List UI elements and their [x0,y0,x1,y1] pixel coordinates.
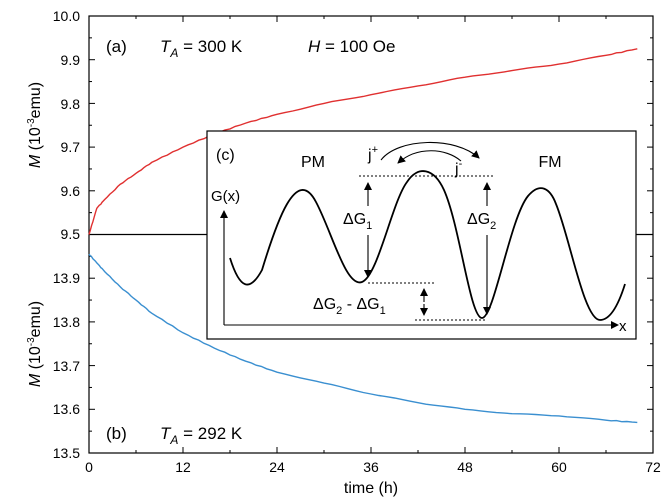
ytick-label: 9.6 [61,183,81,199]
inset-energy-diagram: (c) PM FM G(x) x ΔG1 ΔG2 ΔG2 - ΔG1 j+ j- [206,130,637,340]
ytick-label: 9.8 [61,96,81,112]
xtick-label: 24 [269,459,285,475]
ytick-label: 9.5 [61,226,81,242]
inset-right-phase: FM [538,154,561,171]
inset-x-axis-label: x [619,318,627,335]
delta-g1-label: ΔG1 [343,211,372,232]
inset-frame [206,130,637,340]
ytick-label: 13.8 [53,314,80,330]
inset-y-axis-label: G(x) [211,188,240,205]
x-axis-label: time (h) [344,480,398,497]
xtick-label: 48 [457,459,473,475]
xtick-label: 12 [175,459,191,475]
j-minus-label: j- [454,158,463,178]
j-plus-label: j+ [367,144,378,164]
j-plus-arrow [380,141,480,161]
ytick-label: 13.6 [53,401,80,417]
ytick-label: 13.7 [53,358,80,374]
energy-landscape-curve [229,170,626,321]
series-bottom-magnetization-line [88,253,638,424]
axis-ticks [88,15,654,454]
j-minus-arrow [397,150,462,164]
xtick-labels: 0 12 24 36 48 60 72 [85,459,661,475]
ytick-label: 13.9 [53,270,80,286]
y-axis-label-bottom: M (10-3emu) [26,301,44,387]
inset-left-phase: PM [301,154,325,171]
xtick-label: 72 [645,459,661,475]
ytick-label: 13.5 [53,445,80,461]
inset-label: (c) [216,147,235,164]
delta-diff-label: ΔG2 - ΔG1 [313,296,386,317]
xtick-label: 36 [363,459,379,475]
xtick-label: 60 [551,459,567,475]
panel-b-annotation: (b) TA = 292 K [106,424,243,447]
ytick-label: 10.0 [53,8,80,24]
ytick-label: 9.9 [61,52,81,68]
xtick-label: 0 [85,459,93,475]
series-top-magnetization-line [88,48,638,235]
y-axis-label-top: M (10-3emu) [26,82,44,168]
ytick-labels-bottom: 13.5 13.6 13.7 13.8 13.9 [53,270,80,461]
ytick-label: 9.7 [61,139,81,155]
ytick-labels-top: 9.5 9.6 9.7 9.8 9.9 10.0 [53,8,80,242]
delta-g2-label: ΔG2 [467,211,496,232]
